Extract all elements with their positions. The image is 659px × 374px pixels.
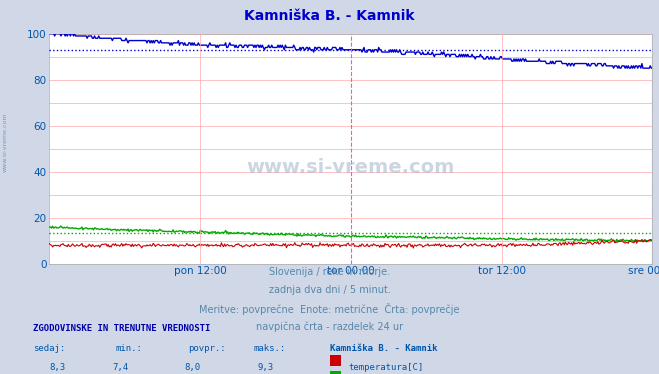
Text: Kamniška B. - Kamnik: Kamniška B. - Kamnik bbox=[330, 344, 437, 353]
Text: 9,3: 9,3 bbox=[258, 363, 273, 372]
Text: maks.:: maks.: bbox=[254, 344, 286, 353]
Text: Meritve: povprečne  Enote: metrične  Črta: povprečje: Meritve: povprečne Enote: metrične Črta:… bbox=[199, 303, 460, 315]
Text: temperatura[C]: temperatura[C] bbox=[348, 363, 423, 372]
Text: povpr.:: povpr.: bbox=[188, 344, 225, 353]
Text: www.si-vreme.com: www.si-vreme.com bbox=[3, 112, 8, 172]
Text: sedaj:: sedaj: bbox=[33, 344, 65, 353]
Text: ZGODOVINSKE IN TRENUTNE VREDNOSTI: ZGODOVINSKE IN TRENUTNE VREDNOSTI bbox=[33, 324, 210, 332]
Text: Slovenija / reke in morje.: Slovenija / reke in morje. bbox=[269, 267, 390, 278]
Text: 8,3: 8,3 bbox=[50, 363, 66, 372]
Text: zadnja dva dni / 5 minut.: zadnja dva dni / 5 minut. bbox=[269, 285, 390, 295]
Text: Kamniška B. - Kamnik: Kamniška B. - Kamnik bbox=[244, 9, 415, 23]
Text: navpična črta - razdelek 24 ur: navpična črta - razdelek 24 ur bbox=[256, 321, 403, 332]
Text: 8,0: 8,0 bbox=[185, 363, 201, 372]
Text: www.si-vreme.com: www.si-vreme.com bbox=[246, 157, 455, 177]
Text: 7,4: 7,4 bbox=[113, 363, 129, 372]
Text: min.:: min.: bbox=[115, 344, 142, 353]
